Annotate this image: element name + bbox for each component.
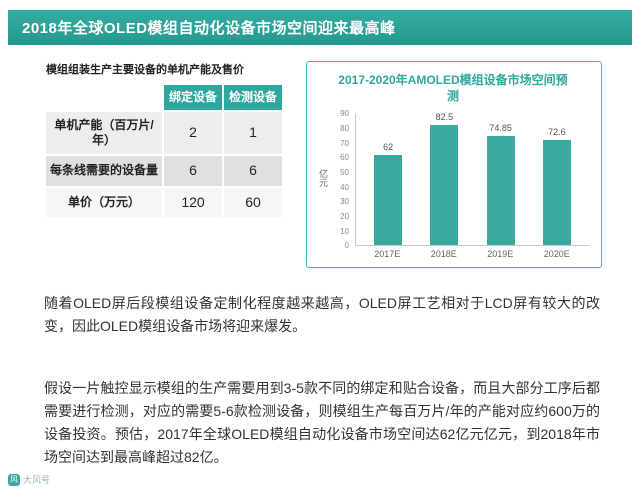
table-header-inspection: 检测设备 bbox=[224, 85, 282, 110]
y-axis-tick-label: 40 bbox=[340, 182, 349, 192]
bar-2020E: 72.6 bbox=[542, 127, 571, 246]
row-value: 6 bbox=[224, 156, 282, 186]
y-axis-tick-label: 60 bbox=[340, 153, 349, 163]
x-axis-tick-label: 2017E bbox=[374, 249, 401, 260]
paragraph-2: 假设一片触控显示模组的生产需要用到3-5款不同的绑定和贴合设备，而且大部分工序后… bbox=[44, 379, 600, 465]
chart-plot-area: 0 10 20 30 40 50 60 70 80 90 62 82.5 74.85 72.6 2017… bbox=[331, 109, 589, 259]
row-label: 单价（万元） bbox=[46, 187, 162, 217]
row-label: 单机产能（百万片/年） bbox=[46, 112, 162, 154]
chart-plot: 62 82.5 74.85 72.6 bbox=[355, 112, 589, 247]
bar-2018E: 82.5 bbox=[430, 112, 459, 246]
x-axis-tick-label: 2018E bbox=[430, 249, 457, 260]
spec-table: 绑定设备 检测设备 单机产能（百万片/年） 2 1 每条线需要的设备量 6 6 … bbox=[44, 83, 284, 219]
chart-y-ticks: 0 10 20 30 40 50 60 70 80 90 bbox=[331, 109, 352, 250]
y-axis-tick-label: 80 bbox=[340, 124, 349, 134]
row-value: 2 bbox=[164, 112, 222, 154]
table-corner-cell bbox=[46, 85, 162, 110]
chart-x-labels: 2017E 2018E 2019E 2020E bbox=[355, 249, 589, 259]
bar-chart: 2017-2020年AMOLED模组设备市场空间预测 亿元 0 10 20 30 40 5… bbox=[306, 61, 602, 269]
row-value: 1 bbox=[224, 112, 282, 154]
row-label: 每条线需要的设备量 bbox=[46, 156, 162, 186]
chart-body: 亿元 0 10 20 30 40 50 60 70 80 90 62 82.5 74.85 72.6 2… bbox=[317, 109, 589, 259]
y-axis-tick-label: 20 bbox=[340, 212, 349, 222]
x-axis-tick-label: 2019E bbox=[487, 249, 514, 260]
table-header-binding: 绑定设备 bbox=[164, 85, 222, 110]
x-axis-tick-label: 2020E bbox=[543, 249, 570, 260]
y-axis-tick-label: 70 bbox=[340, 138, 349, 148]
bar-value-label: 74.85 bbox=[489, 123, 512, 134]
spec-table-section: 模组组装生产主要设备的单机产能及售价 绑定设备 检测设备 单机产能（百万片/年）… bbox=[44, 61, 284, 219]
y-axis-label: 亿元 bbox=[318, 168, 328, 187]
bar-value-label: 62 bbox=[383, 142, 394, 153]
y-axis-tick-label: 90 bbox=[340, 109, 349, 119]
y-axis-tick-label: 0 bbox=[344, 241, 349, 251]
table-row: 单机产能（百万片/年） 2 1 bbox=[46, 112, 282, 154]
row-value: 6 bbox=[164, 156, 222, 186]
bar-2017E: 62 bbox=[374, 142, 403, 246]
y-axis-tick-label: 10 bbox=[340, 226, 349, 236]
bar-value-label: 82.5 bbox=[435, 112, 454, 123]
table-header-row: 绑定设备 检测设备 bbox=[46, 85, 282, 110]
row-value: 120 bbox=[164, 187, 222, 217]
page-title: 2018年全球OLED模组自动化设备市场空间迎来最高峰 bbox=[22, 20, 396, 37]
bar-value-label: 72.6 bbox=[548, 126, 566, 137]
y-axis-tick-label: 30 bbox=[340, 197, 349, 207]
content-row: 模组组装生产主要设备的单机产能及售价 绑定设备 检测设备 单机产能（百万片/年）… bbox=[44, 61, 602, 269]
table-row: 每条线需要的设备量 6 6 bbox=[46, 156, 282, 186]
row-value: 60 bbox=[224, 187, 282, 217]
y-axis-tick-label: 50 bbox=[340, 168, 349, 178]
table-title: 模组组装生产主要设备的单机产能及售价 bbox=[46, 64, 244, 76]
paragraph-1: 随着OLED屏后段模组设备定制化程度越来越高，OLED屏工艺相对于LCD屏有较大… bbox=[44, 295, 600, 335]
page-title-banner: 2018年全球OLED模组自动化设备市场空间迎来最高峰 bbox=[8, 10, 632, 45]
chart-title: 2017-2020年AMOLED模组设备市场空间预测 bbox=[338, 73, 568, 104]
bar-2019E: 74.85 bbox=[486, 123, 515, 246]
table-row: 单价（万元） 120 60 bbox=[46, 187, 282, 217]
